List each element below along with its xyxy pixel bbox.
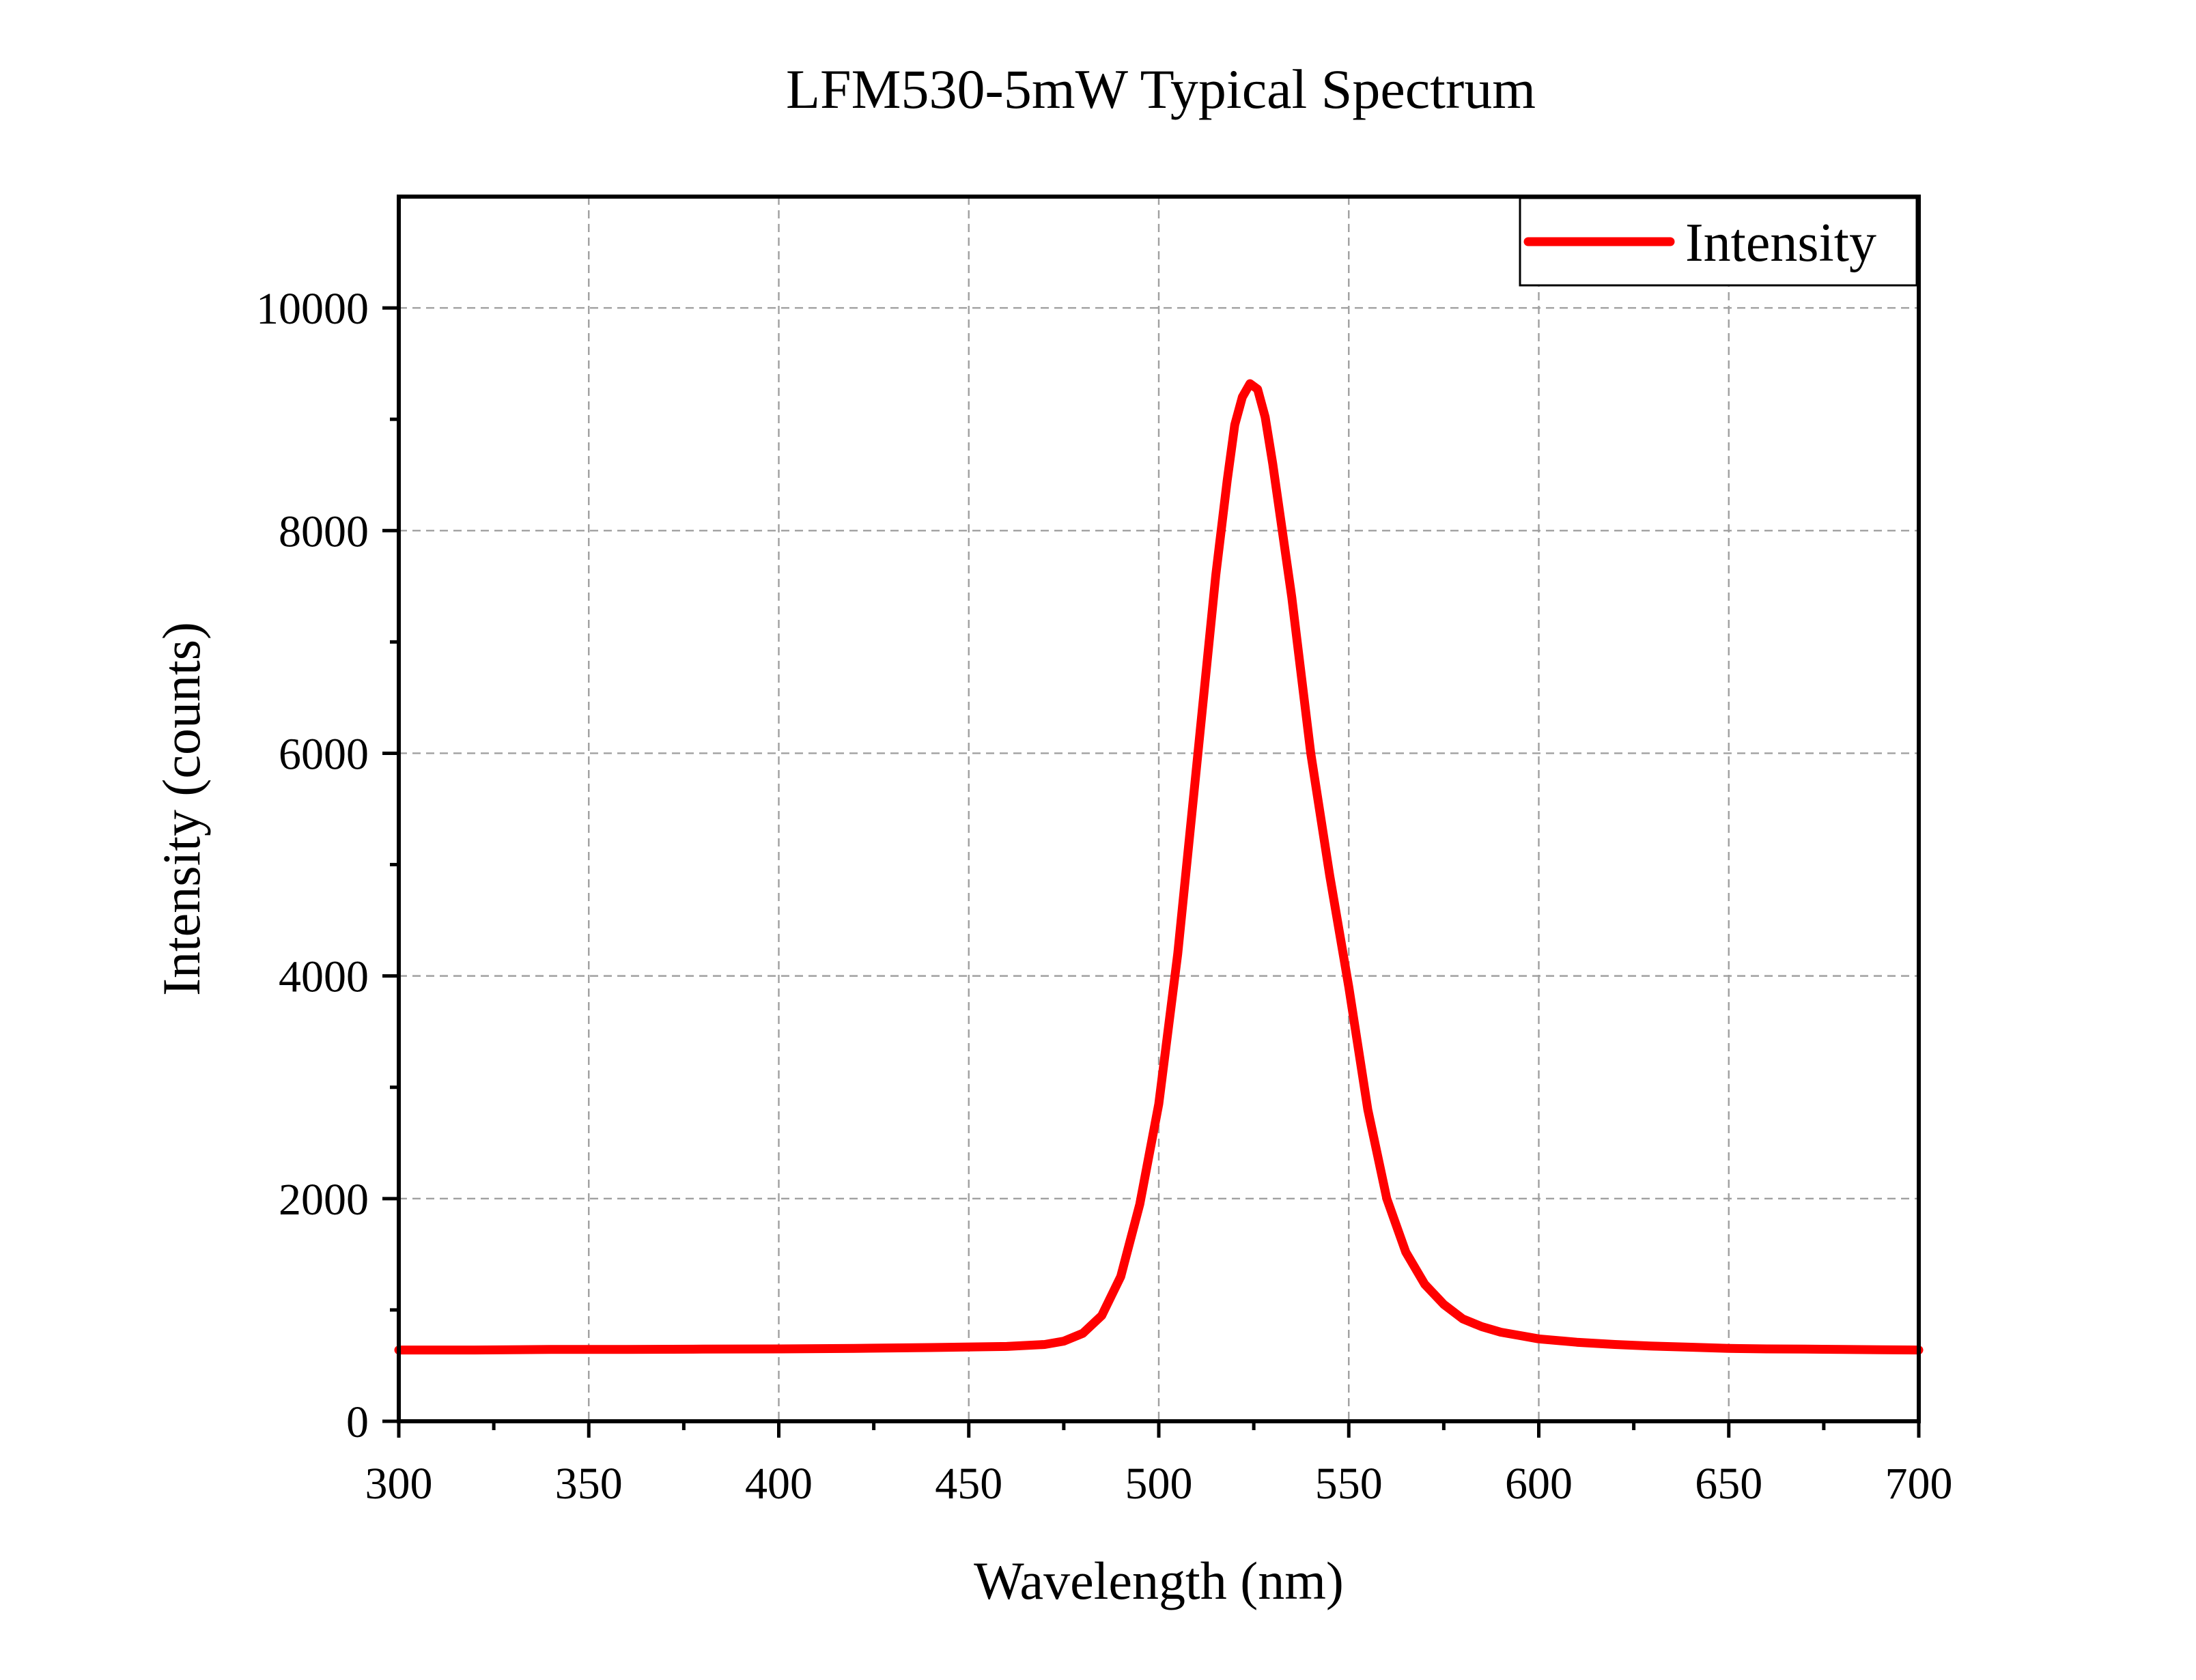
series-line-intensity: [394, 379, 1924, 1355]
x-tick-label: 650: [1695, 1459, 1762, 1509]
x-tick-label: 550: [1315, 1459, 1383, 1509]
x-tick-label: 450: [935, 1459, 1002, 1509]
x-tick-label: 700: [1885, 1459, 1953, 1509]
x-tick-label: 400: [745, 1459, 813, 1509]
x-tick-labels: 300 350 400 450 500 550 600 650 700: [365, 1459, 1953, 1509]
y-tick-label: 10000: [256, 284, 369, 334]
y-tick-label: 4000: [279, 952, 369, 1002]
grid-lines: [399, 197, 1919, 1421]
x-tick-label: 600: [1505, 1459, 1573, 1509]
legend: Intensity: [1519, 197, 1918, 287]
y-tick-label: 0: [346, 1397, 369, 1447]
axis-ticks: [382, 306, 1921, 1438]
x-tick-label: 350: [555, 1459, 623, 1509]
x-axis-label: Wavelength (nm): [974, 1551, 1344, 1610]
y-tick-label: 6000: [279, 729, 369, 779]
legend-label-intensity: Intensity: [1685, 213, 1876, 273]
y-tick-labels: 0 2000 4000 6000 8000 10000: [256, 284, 369, 1447]
y-axis-label: Intensity (counts): [152, 622, 211, 996]
y-tick-label: 2000: [279, 1175, 369, 1225]
chart-title: LFM530-5mW Typical Spectrum: [786, 58, 1536, 120]
x-tick-label: 500: [1125, 1459, 1193, 1509]
x-tick-label: 300: [365, 1459, 433, 1509]
y-tick-label: 8000: [279, 507, 369, 556]
